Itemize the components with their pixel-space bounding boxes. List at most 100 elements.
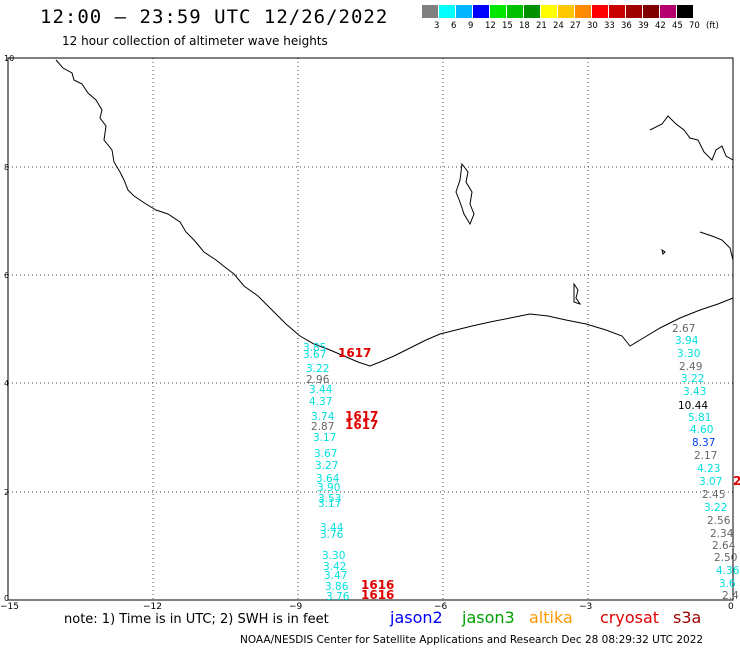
x-tick-label: −12 [143, 602, 162, 612]
wave-height-label: 1617 [338, 346, 372, 360]
wave-height-label: 2.64 [712, 540, 736, 552]
map-frame [7, 57, 734, 601]
color-scale-label: 45 [672, 21, 683, 31]
y-tick-label: 10 [4, 54, 15, 63]
wave-height-label: 3.43 [683, 386, 707, 398]
credit-footer: NOAA/NESDIS Center for Satellite Applica… [240, 634, 704, 646]
wave-height-label: 3.76 [320, 529, 344, 541]
color-scale-label: 24 [553, 21, 564, 31]
color-scale-labels: 3 6 9 12 15 18 21 24 27 30 33 36 39 42 45 70 (ft) [422, 21, 740, 33]
wave-height-label: 4.37 [309, 396, 333, 408]
legend-jason3: jason3 [462, 608, 515, 627]
color-scale-cell [490, 5, 507, 18]
wave-height-label: 1617 [345, 418, 379, 432]
color-scale-cell [456, 5, 473, 18]
wave-height-label: 2.49 [679, 361, 703, 373]
wave-height-label: 2.67 [672, 323, 696, 335]
color-scale-label: 36 [621, 21, 632, 31]
wave-height-label: 3.64 [316, 473, 340, 485]
color-scale-label: 30 [587, 21, 598, 31]
coastline-northeast [649, 115, 734, 161]
wave-height-label: 2.34 [710, 528, 734, 540]
color-scale-label: 3 [434, 21, 440, 31]
wave-height-label: 3.30 [322, 550, 346, 562]
wave-height-label: 2.45 [702, 489, 726, 501]
color-scale-label: 39 [638, 21, 649, 31]
color-scale-label: 6 [451, 21, 457, 31]
wave-height-label: 4.36 [716, 565, 740, 577]
color-scale-cell [643, 5, 660, 18]
color-scale-cell [609, 5, 626, 18]
wave-height-label: 3.85 [303, 342, 327, 354]
x-tick-label: 0 [728, 602, 734, 612]
wave-height-label: 3.67 [314, 448, 338, 460]
color-scale-label: 70 [689, 21, 700, 31]
color-scale-cell [558, 5, 575, 18]
wave-height-label: 3.47 [324, 570, 348, 582]
y-tick-label: 8 [4, 163, 10, 172]
color-scale-label: 42 [655, 21, 666, 31]
color-scale-label: (ft) [706, 21, 719, 31]
legend-altika: altika [529, 608, 573, 627]
wave-height-label: 3.94 [675, 335, 699, 347]
coastline-west-africa [55, 59, 734, 367]
wave-height-label: 1616 [361, 578, 395, 592]
wave-height-label: 3.76 [326, 591, 350, 603]
footnote: note: 1) Time is in UTC; 2) SWH is in fe… [64, 612, 329, 627]
wave-height-label: 3.42 [323, 561, 347, 573]
color-scale-label: 27 [570, 21, 581, 31]
wave-height-label: 4.23 [697, 463, 721, 475]
wave-height-label: 2.4 [722, 590, 739, 602]
wave-height-label: 3.53 [318, 493, 342, 505]
wave-height-label: 2.87 [311, 421, 335, 433]
wave-height-label: 5.81 [688, 412, 712, 424]
wave-height-label: 2 [733, 474, 740, 488]
map-subtitle: 12 hour collection of altimeter wave hei… [62, 34, 328, 48]
color-scale-cell [541, 5, 558, 18]
color-scale-cell [626, 5, 643, 18]
small-island-2 [661, 248, 666, 255]
y-tick-label: 6 [4, 271, 10, 280]
color-scale-label: 18 [519, 21, 530, 31]
wave-height-label: 3.90 [317, 482, 341, 494]
small-island [573, 282, 582, 305]
wave-height-label: 3.22 [704, 502, 728, 514]
color-scale-label: 33 [604, 21, 615, 31]
y-tick-label: 4 [4, 379, 10, 388]
lake-feature [455, 162, 475, 226]
wave-height-label: 3.07 [699, 476, 723, 488]
wave-height-label: 3.67 [303, 349, 327, 361]
wave-height-label: 2.96 [306, 374, 330, 386]
wave-height-label: 3.22 [306, 363, 330, 375]
color-scale-label: 12 [485, 21, 496, 31]
color-scale-label: 9 [468, 21, 474, 31]
wave-height-label: 3.17 [313, 432, 337, 444]
wave-height-label: 1616 [361, 588, 395, 602]
x-tick-label: −6 [434, 602, 448, 612]
color-scale-cell [507, 5, 524, 18]
y-tick-label: 2 [4, 488, 10, 497]
wave-height-label: 2.56 [707, 515, 731, 527]
y-tick-label: 0 [4, 594, 10, 603]
wave-height-label: 3.86 [325, 581, 349, 593]
color-scale-label: 15 [502, 21, 513, 31]
wave-height-label: 3.74 [311, 411, 335, 423]
legend-cryosat: cryosat [600, 608, 660, 627]
color-scale-cell [524, 5, 541, 18]
color-scale-cell [677, 5, 694, 18]
wave-height-label: 3.27 [315, 460, 339, 472]
coastline-east-inlet [699, 231, 734, 261]
wave-height-label: 2.50 [714, 552, 738, 564]
wave-height-label: 4.60 [690, 424, 714, 436]
wave-height-label: 3.30 [677, 348, 701, 360]
color-scale-bar [422, 5, 694, 18]
wave-height-label: 3.44 [320, 522, 344, 534]
wave-height-label: 3.44 [309, 384, 333, 396]
color-scale-label: 21 [536, 21, 547, 31]
color-scale-cell [592, 5, 609, 18]
color-scale-cell [473, 5, 490, 18]
wave-height-label: 8.37 [692, 437, 716, 449]
wave-height-label: 3.17 [318, 498, 342, 510]
wave-height-label: 3.6 [719, 578, 736, 590]
